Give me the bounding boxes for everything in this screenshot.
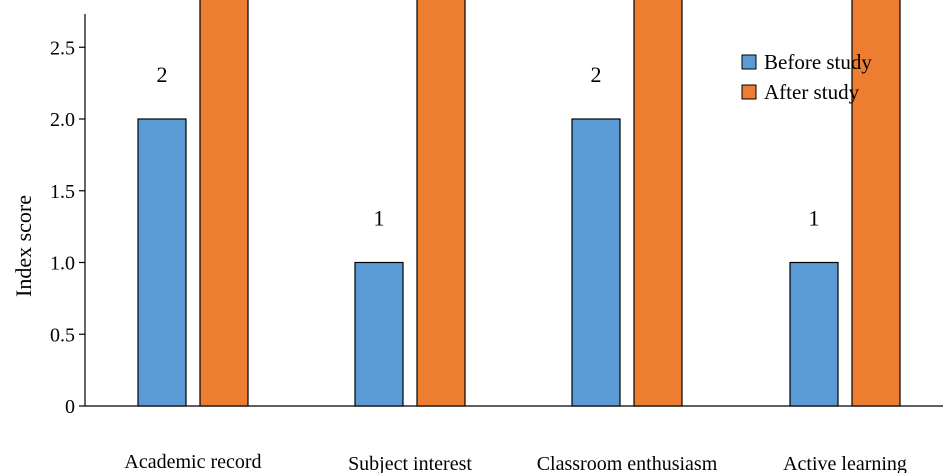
bar-before [789,261,839,407]
x-axis-categories: Academic record Subject interest Classroom… [124,451,906,473]
x-category-label: Active learning [783,453,907,473]
y-tick-label: 0 [65,396,75,418]
data-label: 2 [157,62,168,87]
legend-label: After study [764,80,860,104]
y-tick-label: 1.5 [50,181,75,203]
bars [137,0,901,407]
x-category-label: Classroom enthusiasm [537,453,718,473]
y-tick-label: 0.5 [50,324,75,346]
bar-after [851,0,901,407]
data-label: 1 [809,206,820,231]
bar-before [354,261,404,407]
data-label: 2 [591,62,602,87]
legend-swatch [741,84,757,100]
y-tick-label: 2.0 [50,109,75,131]
bar-before [137,118,187,407]
data-label: 1 [374,206,385,231]
bar-after [416,0,466,407]
bar-after [199,0,249,407]
legend-swatch [741,54,757,70]
y-tick-label: 1.0 [50,253,75,275]
legend: Before study After study [741,50,872,104]
y-axis-label: Index score [11,195,36,297]
bar-before [571,118,621,407]
y-tick-label: 2.5 [50,37,75,59]
legend-label: Before study [764,50,872,74]
x-category-label: Subject interest [348,453,472,473]
bar-after [633,0,683,407]
x-category-label: Academic record [124,451,261,473]
data-labels: 21213433 [157,62,820,231]
